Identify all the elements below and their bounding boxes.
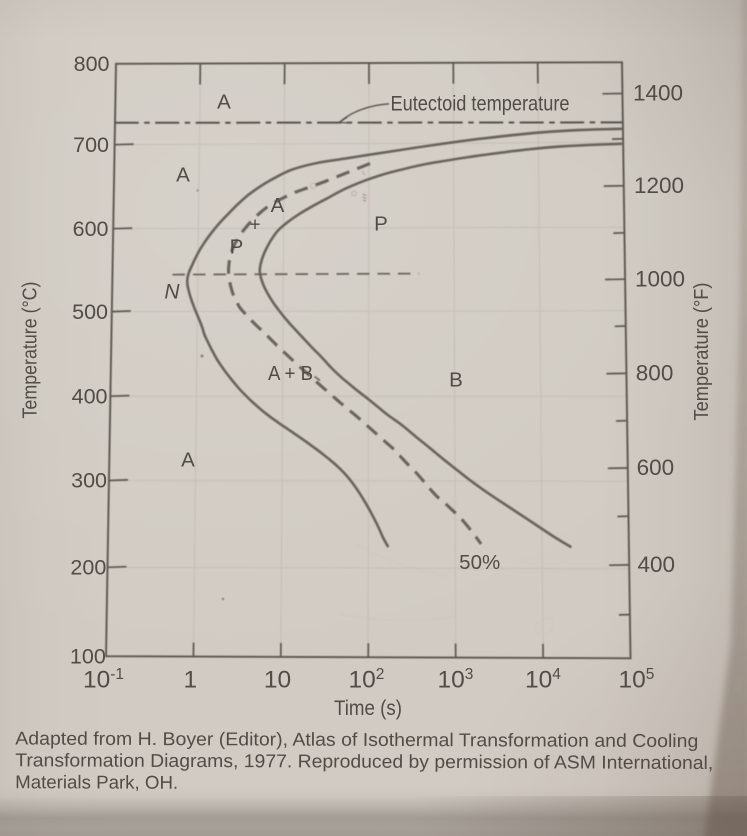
svg-text:Transformation Diagrams, 1977.: Transformation Diagrams, 1977. Reproduce… (15, 749, 713, 773)
svg-text:Adapted from H. Boyer (Editor): Adapted from H. Boyer (Editor), Atlas of… (15, 728, 698, 752)
svg-text:800: 800 (636, 361, 674, 386)
svg-text:A + B: A + B (268, 362, 313, 385)
svg-text:200: 200 (70, 556, 106, 580)
svg-text:102: 102 (349, 666, 385, 694)
svg-text:B: B (449, 369, 463, 392)
svg-text:10-1: 10-1 (83, 666, 124, 694)
svg-text:800: 800 (74, 52, 110, 76)
svg-text:A: A (181, 449, 195, 472)
svg-text:105: 105 (619, 666, 655, 694)
svg-text:A: A (271, 194, 285, 217)
svg-text:300: 300 (71, 469, 107, 493)
svg-text:Temperature (°F): Temperature (°F) (690, 283, 713, 421)
svg-text:100: 100 (70, 644, 106, 668)
svg-text:400: 400 (72, 384, 108, 408)
svg-text:600: 600 (637, 455, 675, 480)
svg-text:N: N (164, 281, 180, 304)
svg-text:A: A (176, 164, 190, 187)
svg-text:Eutectoid temperature: Eutectoid temperature (391, 92, 570, 116)
svg-text:P: P (230, 236, 244, 259)
svg-text:Materials Park, OH.: Materials Park, OH. (15, 771, 178, 793)
svg-text:400: 400 (638, 552, 676, 577)
svg-text:+: + (249, 215, 260, 236)
svg-text:1000: 1000 (635, 266, 685, 291)
svg-text:Time (s): Time (s) (334, 697, 402, 720)
svg-text:50%: 50% (459, 551, 500, 574)
svg-text:103: 103 (438, 666, 474, 694)
svg-text:700: 700 (73, 133, 109, 157)
svg-text:1400: 1400 (633, 81, 683, 106)
svg-text:P: P (374, 213, 388, 236)
svg-text:A: A (217, 91, 231, 114)
svg-text:1: 1 (183, 666, 197, 693)
svg-text:10: 10 (264, 666, 291, 693)
svg-text:1200: 1200 (634, 173, 684, 198)
svg-text:Temperature (°C): Temperature (°C) (20, 282, 42, 419)
svg-text:600: 600 (73, 217, 109, 241)
svg-text:104: 104 (525, 666, 561, 694)
svg-text:500: 500 (72, 300, 108, 324)
